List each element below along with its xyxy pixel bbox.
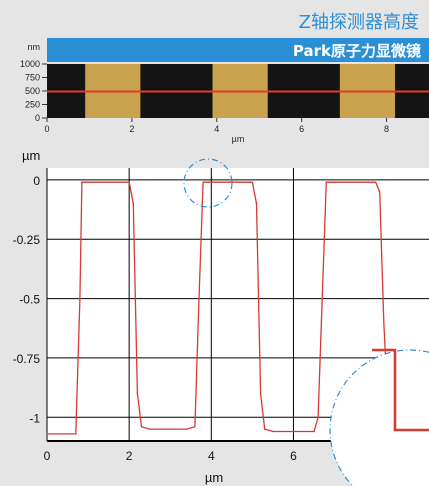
data-point-16 [202, 181, 204, 184]
data-point-11 [161, 428, 163, 430]
plot-x-tick-2: 4 [208, 449, 215, 463]
plot-x-tick-3: 6 [290, 449, 297, 463]
data-point-25 [313, 430, 315, 433]
afm-x-tick-1: 2 [129, 124, 134, 134]
data-point-4 [87, 181, 89, 184]
data-point-2 [79, 297, 81, 300]
plot-y-tick-0: 0 [33, 174, 40, 188]
data-point-15 [198, 297, 200, 300]
afm-x-tick-0: 0 [44, 124, 49, 134]
data-point-27 [321, 297, 324, 300]
afm-y-tick-4: 1000 [20, 59, 40, 69]
data-point-19 [251, 181, 254, 184]
data-point-30 [354, 181, 356, 184]
data-point-9 [140, 425, 143, 428]
data-point-1 [74, 433, 77, 435]
plot-y-tick-2: -0.5 [19, 293, 40, 307]
afm-x-unit: µm [232, 134, 245, 144]
plot-x-tick-0: 0 [44, 449, 51, 463]
data-point-23 [272, 430, 274, 433]
afm-x-tick-4: 8 [384, 124, 389, 134]
data-point-24 [292, 430, 295, 433]
plot-x-tick-1: 2 [126, 449, 133, 463]
magnifier-circle [329, 349, 429, 486]
data-point-22 [263, 428, 266, 430]
data-point-29 [333, 181, 336, 184]
data-point-17 [210, 181, 213, 184]
afm-y-tick-2: 500 [25, 86, 40, 96]
afm-x-tick-2: 4 [214, 124, 219, 134]
plot-y-unit: µm [22, 148, 40, 163]
data-point-21 [259, 392, 262, 395]
afm-y-tick-0: 0 [35, 113, 40, 123]
plot-x-unit: µm [205, 470, 223, 485]
plot-y-tick-3: -0.75 [13, 352, 41, 366]
data-point-20 [255, 202, 258, 205]
data-point-6 [128, 181, 130, 184]
data-point-14 [194, 425, 196, 428]
data-point-8 [136, 392, 139, 395]
data-point-33 [383, 321, 385, 324]
data-point-12 [169, 428, 172, 430]
banner-bar [47, 38, 429, 62]
afm-y-tick-1: 250 [25, 100, 40, 110]
data-point-31 [374, 181, 377, 184]
afm-x-tick-3: 6 [299, 124, 304, 134]
chart-title: Z轴探测器高度 [298, 12, 419, 33]
data-point-0 [46, 433, 48, 435]
afm-y-unit: nm [27, 42, 40, 52]
plot-y-tick-4: -1 [29, 411, 40, 425]
data-point-7 [132, 202, 135, 205]
data-point-32 [378, 190, 381, 193]
afm-y-tick-3: 750 [25, 73, 40, 83]
plot-y-tick-1: -0.25 [13, 233, 41, 247]
banner-label: Park原子力显微镜 [293, 42, 421, 60]
data-point-13 [185, 428, 188, 430]
data-point-5 [107, 181, 110, 184]
data-point-10 [148, 428, 151, 430]
data-point-3 [81, 181, 83, 184]
highlight-circle [183, 158, 233, 208]
data-point-26 [317, 416, 319, 419]
data-point-28 [325, 181, 328, 184]
magnifier-trace [372, 348, 429, 432]
magnifier-background [330, 350, 429, 486]
